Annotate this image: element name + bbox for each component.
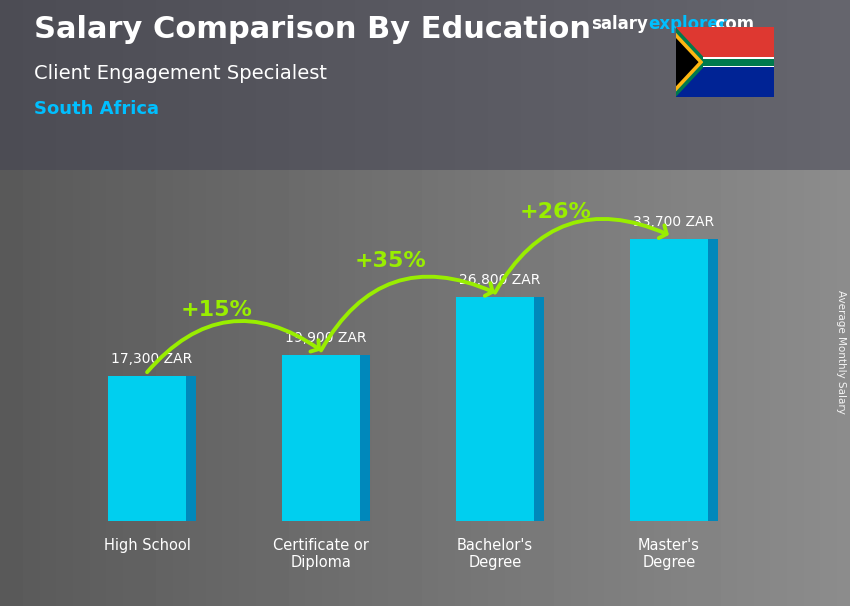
Bar xyxy=(0,0,850,170)
Text: 19,900 ZAR: 19,900 ZAR xyxy=(286,331,367,345)
Bar xyxy=(676,27,774,62)
Bar xyxy=(360,355,370,521)
Bar xyxy=(704,57,774,67)
Polygon shape xyxy=(676,33,704,92)
Text: +15%: +15% xyxy=(181,300,252,321)
Bar xyxy=(282,355,360,521)
Text: +26%: +26% xyxy=(520,202,592,222)
Bar xyxy=(708,239,717,521)
Text: salary: salary xyxy=(591,15,648,33)
Text: .com: .com xyxy=(710,15,755,33)
Bar xyxy=(704,59,774,65)
Bar xyxy=(676,62,774,97)
Text: +35%: +35% xyxy=(354,251,427,271)
Text: Average Monthly Salary: Average Monthly Salary xyxy=(836,290,846,413)
Text: South Africa: South Africa xyxy=(34,100,159,118)
Text: 33,700 ZAR: 33,700 ZAR xyxy=(633,215,714,229)
Text: 26,800 ZAR: 26,800 ZAR xyxy=(459,273,541,287)
Polygon shape xyxy=(676,27,708,97)
Bar xyxy=(456,297,534,521)
Bar xyxy=(630,239,708,521)
Bar xyxy=(534,297,544,521)
Polygon shape xyxy=(676,38,699,87)
Text: 17,300 ZAR: 17,300 ZAR xyxy=(111,352,193,367)
Text: explorer: explorer xyxy=(649,15,728,33)
Bar xyxy=(108,376,186,521)
Text: Salary Comparison By Education: Salary Comparison By Education xyxy=(34,15,591,44)
Bar xyxy=(186,376,196,521)
Text: Client Engagement Specialest: Client Engagement Specialest xyxy=(34,64,327,82)
